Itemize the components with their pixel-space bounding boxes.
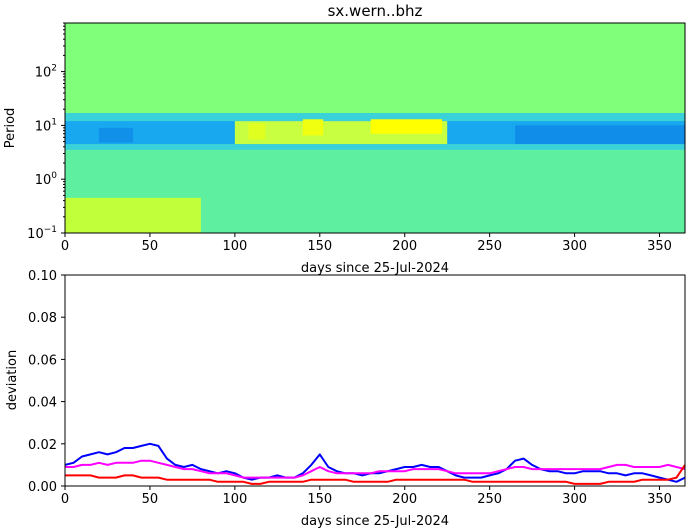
heatmap-x-tick-label: 350 <box>647 239 672 254</box>
heatmap-y-ticks: 10−1 100 101 102 <box>27 22 65 242</box>
heatmap-y-tick-label: 102 <box>35 64 57 81</box>
deviation-line-0 <box>65 442 685 483</box>
heatmap-y-axis-label: Period <box>3 108 18 149</box>
heatmap-band-6 <box>370 119 443 134</box>
deviation-line-2 <box>65 464 685 485</box>
deviation-x-tick-label: 200 <box>392 492 417 507</box>
heatmap-band-5 <box>302 119 324 136</box>
heatmap-x-tick-label: 200 <box>392 239 417 254</box>
deviation-x-tick-label: 0 <box>61 492 69 507</box>
deviation-x-tick-label: 300 <box>562 492 587 507</box>
deviation-y-tick-label: 0.10 <box>28 269 57 284</box>
heatmap-y-tick-label: 10−1 <box>27 225 57 242</box>
heatmap-x-tick-label: 0 <box>61 239 69 254</box>
deviation-y-axis-label: deviation <box>5 350 20 410</box>
heatmap-cells <box>65 23 685 233</box>
heatmap-x-tick-label: 250 <box>477 239 502 254</box>
deviation-y-tick-label: 0.02 <box>28 438 57 453</box>
chart-title: sx.wern..bhz <box>328 2 423 20</box>
heatmap-band-7 <box>248 123 266 140</box>
heatmap-panel: sx.wern..bhz 0 50 100 150 200 250 300 350 10−11… <box>3 2 686 276</box>
deviation-x-tick-label: 150 <box>307 492 332 507</box>
deviation-y-tick-label: 0.04 <box>28 396 57 411</box>
heatmap-x-tick-label: 300 <box>562 239 587 254</box>
deviation-y-tick-label: 0.06 <box>28 353 57 368</box>
deviation-series <box>65 442 685 485</box>
heatmap-x-tick-label: 150 <box>307 239 332 254</box>
deviation-y-tick-label: 0.00 <box>28 480 57 495</box>
heatmap-y-tick-label: 101 <box>35 117 57 134</box>
deviation-line-1 <box>65 459 685 479</box>
deviation-x-tick-label: 50 <box>142 492 159 507</box>
heatmap-y-tick-label: 100 <box>35 171 58 188</box>
deviation-x-tick-label: 100 <box>222 492 247 507</box>
heatmap-band-8 <box>515 125 685 145</box>
heatmap-band-3 <box>65 197 201 233</box>
heatmap-band-9 <box>98 127 133 143</box>
deviation-y-tick-label: 0.08 <box>28 311 57 326</box>
heatmap-x-ticks: 0 50 100 150 200 250 300 350 <box>61 233 672 254</box>
heatmap-x-axis-label: days since 25-Jul-2024 <box>301 261 449 276</box>
heatmap-x-tick-label: 50 <box>142 239 159 254</box>
deviation-x-tick-label: 350 <box>647 492 672 507</box>
heatmap-x-tick-label: 100 <box>222 239 247 254</box>
deviation-x-axis-label: days since 25-Jul-2024 <box>301 514 449 529</box>
deviation-panel: 0 50 100 150 200 250 300 350 0.000.020.040.060.… <box>5 269 686 529</box>
deviation-y-ticks: 0.00 0.02 0.04 0.06 0.08 0.10 <box>28 269 65 495</box>
deviation-x-ticks: 0 50 100 150 200 250 300 350 <box>61 486 672 507</box>
deviation-frame <box>64 274 686 487</box>
deviation-x-tick-label: 250 <box>477 492 502 507</box>
